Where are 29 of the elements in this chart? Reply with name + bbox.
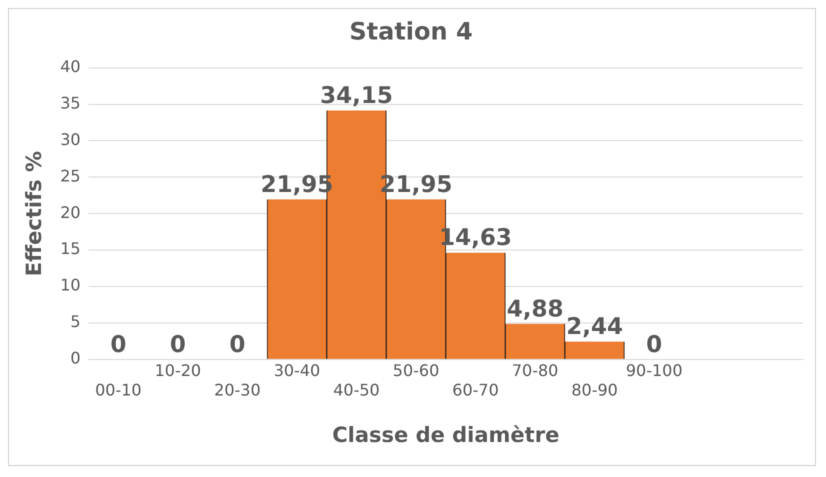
x-tick-label: 40-50 [333,380,380,400]
data-label: 0 [110,332,126,358]
x-tick-label: 00-10 [95,380,142,400]
y-tick-label: 25 [60,166,81,186]
x-tick-label: 10-20 [154,361,202,380]
y-tick-label: 10 [60,276,81,295]
y-tick-label: 0 [70,348,81,368]
data-label: 2,44 [566,314,623,340]
x-tick-label: 60-70 [452,380,499,400]
y-tick-label: 5 [70,312,81,332]
y-tick-label: 20 [60,202,81,222]
data-label: 0 [646,332,662,358]
x-tick-label: 90-100 [626,361,682,380]
x-tick-label: 70-80 [512,361,558,380]
y-axis-title: Effectifs % [22,150,46,276]
y-tick-label: 30 [60,130,81,149]
data-label: 4,88 [506,296,564,322]
chart-title: Station 4 [349,18,473,46]
x-tick-label: 30-40 [274,361,320,380]
x-tick-label: 80-90 [571,380,618,400]
y-tick-label: 35 [60,93,81,112]
data-label: 0 [229,332,246,358]
y-tick-label: 40 [60,56,81,76]
data-label: 34,15 [320,82,393,109]
y-tick-label: 15 [60,239,81,258]
data-label: 0 [170,332,186,358]
x-axis-title: Classe de diamètre [332,422,560,447]
x-tick-label: 50-60 [392,361,440,380]
x-tick-label: 20-30 [214,380,261,400]
